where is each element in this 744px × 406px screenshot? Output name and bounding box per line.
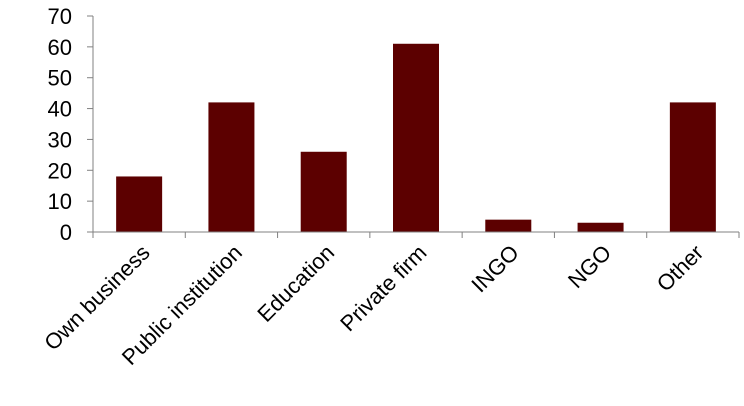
axes-group [87, 15, 740, 238]
x-tick-label-6: Other [652, 240, 709, 297]
bar-6 [669, 102, 716, 233]
bar-3 [393, 43, 439, 232]
x-tick-label-2: Education [252, 240, 339, 327]
y-tick-labels: 0 10 20 30 40 50 60 70 [48, 4, 72, 245]
y-tick-label-4: 40 [48, 97, 72, 122]
y-tick-label-1: 10 [48, 189, 72, 214]
y-tick-label-5: 50 [48, 66, 72, 91]
y-tick-label-3: 30 [48, 127, 72, 152]
x-tick-label-5: NGO [563, 240, 616, 293]
x-tick-label-3: Private firm [335, 240, 431, 336]
bars-group [116, 43, 716, 233]
x-tick-label-4: INGO [466, 240, 523, 297]
bar-1 [208, 102, 255, 233]
bar-0 [116, 176, 163, 232]
y-tick-label-0: 0 [60, 220, 72, 245]
bar-2 [300, 151, 347, 232]
bar-5 [577, 222, 624, 232]
y-tick-label-2: 20 [48, 158, 72, 183]
y-tick-label-7: 70 [48, 4, 72, 29]
y-tick-label-6: 60 [48, 35, 72, 60]
bar-4 [485, 219, 532, 232]
